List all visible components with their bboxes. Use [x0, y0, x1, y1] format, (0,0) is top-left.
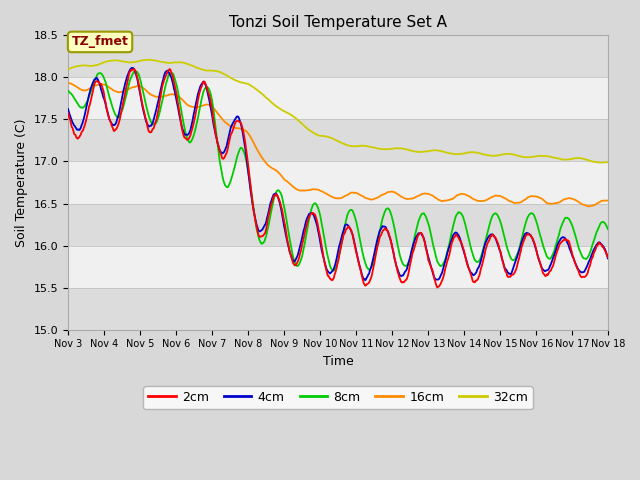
- Bar: [68, 77, 608, 120]
- Title: Tonzi Soil Temperature Set A: Tonzi Soil Temperature Set A: [229, 15, 447, 30]
- Bar: [68, 161, 608, 204]
- Bar: [68, 204, 608, 246]
- Y-axis label: Soil Temperature (C): Soil Temperature (C): [15, 118, 28, 247]
- Bar: [68, 288, 608, 330]
- Bar: [68, 246, 608, 288]
- X-axis label: Time: Time: [323, 355, 353, 368]
- Bar: [68, 120, 608, 161]
- Text: TZ_fmet: TZ_fmet: [72, 36, 129, 48]
- Legend: 2cm, 4cm, 8cm, 16cm, 32cm: 2cm, 4cm, 8cm, 16cm, 32cm: [143, 386, 532, 409]
- Bar: [68, 36, 608, 77]
